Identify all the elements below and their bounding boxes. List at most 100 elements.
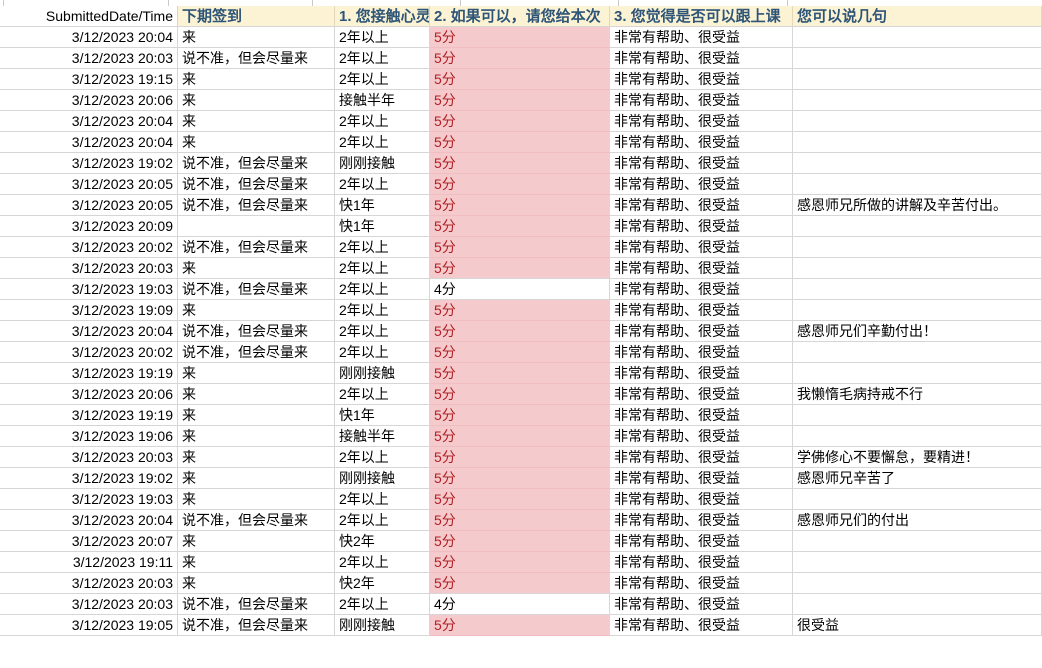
cell-score[interactable]: 5分 <box>430 468 610 489</box>
cell-comment[interactable] <box>793 111 1042 132</box>
cell-submitted-date-time[interactable]: 3/12/2023 20:02 <box>0 342 178 363</box>
cell-next-session-signin[interactable]: 说不准，但会尽量来 <box>178 321 335 342</box>
cell-keep-up-answer[interactable]: 非常有帮助、很受益 <box>610 384 793 405</box>
cell-next-session-signin[interactable] <box>178 216 335 237</box>
cell-score[interactable]: 5分 <box>430 90 610 111</box>
cell-score[interactable]: 5分 <box>430 174 610 195</box>
cell-keep-up-answer[interactable]: 非常有帮助、很受益 <box>610 615 793 636</box>
cell-keep-up-answer[interactable]: 非常有帮助、很受益 <box>610 90 793 111</box>
cell-submitted-date-time[interactable]: 3/12/2023 20:05 <box>0 195 178 216</box>
cell-comment[interactable]: 感恩师兄们的付出 <box>793 510 1042 531</box>
cell-comment[interactable] <box>793 300 1042 321</box>
cell-keep-up-answer[interactable]: 非常有帮助、很受益 <box>610 300 793 321</box>
cell-contact-duration[interactable]: 2年以上 <box>335 48 430 69</box>
cell-submitted-date-time[interactable]: 3/12/2023 20:04 <box>0 132 178 153</box>
cell-contact-duration[interactable]: 快2年 <box>335 531 430 552</box>
cell-contact-duration[interactable]: 快1年 <box>335 405 430 426</box>
cell-comment[interactable] <box>793 405 1042 426</box>
cell-comment[interactable] <box>793 426 1042 447</box>
header-next-session-signin[interactable]: 下期签到 <box>178 6 335 27</box>
cell-submitted-date-time[interactable]: 3/12/2023 19:02 <box>0 153 178 174</box>
cell-contact-duration[interactable]: 刚刚接触 <box>335 153 430 174</box>
cell-score[interactable]: 5分 <box>430 321 610 342</box>
cell-comment[interactable]: 我懒惰毛病持戒不行 <box>793 384 1042 405</box>
cell-contact-duration[interactable]: 2年以上 <box>335 279 430 300</box>
cell-contact-duration[interactable]: 2年以上 <box>335 258 430 279</box>
cell-keep-up-answer[interactable]: 非常有帮助、很受益 <box>610 132 793 153</box>
cell-score[interactable]: 5分 <box>430 237 610 258</box>
cell-keep-up-answer[interactable]: 非常有帮助、很受益 <box>610 510 793 531</box>
cell-submitted-date-time[interactable]: 3/12/2023 20:03 <box>0 573 178 594</box>
cell-keep-up-answer[interactable]: 非常有帮助、很受益 <box>610 216 793 237</box>
cell-keep-up-answer[interactable]: 非常有帮助、很受益 <box>610 552 793 573</box>
cell-comment[interactable]: 感恩师兄们辛勤付出！ <box>793 321 1042 342</box>
cell-next-session-signin[interactable]: 来 <box>178 405 335 426</box>
cell-submitted-date-time[interactable]: 3/12/2023 20:03 <box>0 48 178 69</box>
cell-keep-up-answer[interactable]: 非常有帮助、很受益 <box>610 468 793 489</box>
cell-contact-duration[interactable]: 刚刚接触 <box>335 468 430 489</box>
cell-submitted-date-time[interactable]: 3/12/2023 19:19 <box>0 405 178 426</box>
cell-next-session-signin[interactable]: 来 <box>178 489 335 510</box>
cell-score[interactable]: 5分 <box>430 552 610 573</box>
cell-submitted-date-time[interactable]: 3/12/2023 19:05 <box>0 615 178 636</box>
cell-score[interactable]: 5分 <box>430 195 610 216</box>
cell-score[interactable]: 5分 <box>430 615 610 636</box>
cell-next-session-signin[interactable]: 来 <box>178 111 335 132</box>
cell-contact-duration[interactable]: 快2年 <box>335 573 430 594</box>
cell-next-session-signin[interactable]: 来 <box>178 90 335 111</box>
cell-score[interactable]: 5分 <box>430 153 610 174</box>
cell-submitted-date-time[interactable]: 3/12/2023 20:04 <box>0 321 178 342</box>
cell-keep-up-answer[interactable]: 非常有帮助、很受益 <box>610 363 793 384</box>
cell-comment[interactable]: 感恩师兄所做的讲解及辛苦付出。 <box>793 195 1042 216</box>
cell-contact-duration[interactable]: 2年以上 <box>335 552 430 573</box>
cell-comment[interactable] <box>793 489 1042 510</box>
cell-keep-up-answer[interactable]: 非常有帮助、很受益 <box>610 321 793 342</box>
cell-next-session-signin[interactable]: 来 <box>178 27 335 48</box>
cell-score[interactable]: 4分 <box>430 594 610 615</box>
cell-comment[interactable] <box>793 216 1042 237</box>
cell-contact-duration[interactable]: 2年以上 <box>335 237 430 258</box>
cell-score[interactable]: 5分 <box>430 300 610 321</box>
cell-comment[interactable]: 很受益 <box>793 615 1042 636</box>
cell-submitted-date-time[interactable]: 3/12/2023 19:03 <box>0 279 178 300</box>
cell-next-session-signin[interactable]: 说不准，但会尽量来 <box>178 279 335 300</box>
cell-next-session-signin[interactable]: 说不准，但会尽量来 <box>178 237 335 258</box>
cell-comment[interactable] <box>793 279 1042 300</box>
cell-score[interactable]: 5分 <box>430 48 610 69</box>
cell-contact-duration[interactable]: 快1年 <box>335 216 430 237</box>
cell-comment[interactable] <box>793 174 1042 195</box>
cell-comment[interactable] <box>793 237 1042 258</box>
cell-keep-up-answer[interactable]: 非常有帮助、很受益 <box>610 594 793 615</box>
cell-contact-duration[interactable]: 接触半年 <box>335 426 430 447</box>
cell-comment[interactable] <box>793 531 1042 552</box>
cell-next-session-signin[interactable]: 说不准，但会尽量来 <box>178 510 335 531</box>
cell-submitted-date-time[interactable]: 3/12/2023 20:04 <box>0 111 178 132</box>
header-q1-contact-duration[interactable]: 1. 您接触心灵 <box>335 6 430 27</box>
cell-next-session-signin[interactable]: 来 <box>178 300 335 321</box>
cell-next-session-signin[interactable]: 来 <box>178 447 335 468</box>
cell-keep-up-answer[interactable]: 非常有帮助、很受益 <box>610 426 793 447</box>
cell-keep-up-answer[interactable]: 非常有帮助、很受益 <box>610 405 793 426</box>
cell-contact-duration[interactable]: 2年以上 <box>335 342 430 363</box>
cell-submitted-date-time[interactable]: 3/12/2023 19:15 <box>0 69 178 90</box>
cell-submitted-date-time[interactable]: 3/12/2023 19:02 <box>0 468 178 489</box>
cell-contact-duration[interactable]: 2年以上 <box>335 27 430 48</box>
cell-next-session-signin[interactable]: 说不准，但会尽量来 <box>178 594 335 615</box>
cell-keep-up-answer[interactable]: 非常有帮助、很受益 <box>610 531 793 552</box>
cell-contact-duration[interactable]: 2年以上 <box>335 174 430 195</box>
header-q2-score[interactable]: 2. 如果可以，请您给本次 <box>430 6 610 27</box>
cell-next-session-signin[interactable]: 说不准，但会尽量来 <box>178 615 335 636</box>
cell-next-session-signin[interactable]: 说不准，但会尽量来 <box>178 48 335 69</box>
cell-contact-duration[interactable]: 2年以上 <box>335 384 430 405</box>
cell-submitted-date-time[interactable]: 3/12/2023 20:04 <box>0 510 178 531</box>
header-submitted-date-time[interactable]: SubmittedDate/Time <box>0 6 178 27</box>
cell-keep-up-answer[interactable]: 非常有帮助、很受益 <box>610 447 793 468</box>
cell-submitted-date-time[interactable]: 3/12/2023 20:06 <box>0 384 178 405</box>
cell-contact-duration[interactable]: 2年以上 <box>335 594 430 615</box>
cell-comment[interactable]: 感恩师兄辛苦了 <box>793 468 1042 489</box>
cell-submitted-date-time[interactable]: 3/12/2023 20:07 <box>0 531 178 552</box>
cell-contact-duration[interactable]: 2年以上 <box>335 510 430 531</box>
cell-contact-duration[interactable]: 2年以上 <box>335 300 430 321</box>
cell-contact-duration[interactable]: 接触半年 <box>335 90 430 111</box>
cell-contact-duration[interactable]: 刚刚接触 <box>335 363 430 384</box>
